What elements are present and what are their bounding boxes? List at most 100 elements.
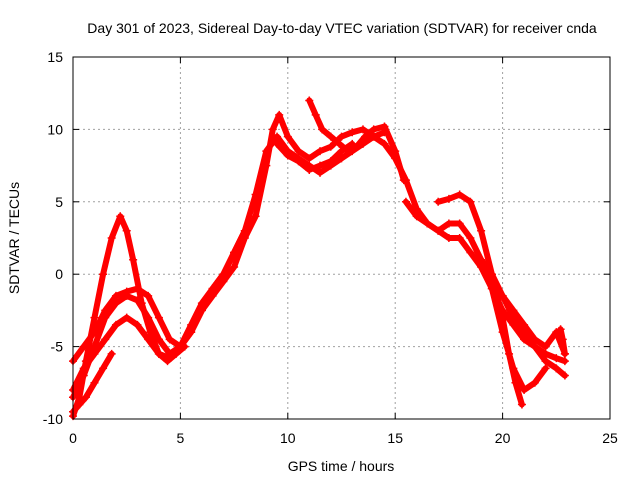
data-point xyxy=(335,139,344,148)
data-point xyxy=(369,125,378,134)
data-point xyxy=(455,219,464,228)
data-point xyxy=(122,313,131,322)
data-point xyxy=(154,349,163,358)
grid-layer xyxy=(73,57,610,419)
data-point xyxy=(305,96,314,105)
data-point xyxy=(251,190,260,199)
data-point xyxy=(558,335,567,344)
x-tick-label: 5 xyxy=(177,430,185,446)
data-point xyxy=(477,226,486,235)
data-point xyxy=(316,168,325,177)
data-point xyxy=(75,400,84,409)
data-point xyxy=(505,349,514,358)
data-point xyxy=(358,125,367,134)
data-point xyxy=(273,132,282,141)
data-point xyxy=(283,132,292,141)
data-point xyxy=(305,165,314,174)
series-arc-5 xyxy=(70,350,115,415)
data-point xyxy=(423,219,432,228)
data-point xyxy=(444,234,453,242)
data-point xyxy=(176,342,185,351)
data-point xyxy=(318,125,327,134)
data-point xyxy=(541,357,550,366)
data-point xyxy=(79,364,88,373)
data-point xyxy=(107,349,116,358)
x-tick-label: 25 xyxy=(602,430,618,446)
data-point xyxy=(316,147,325,156)
y-tick-label: -5 xyxy=(51,339,64,355)
data-point xyxy=(552,364,561,373)
series-arc-8 xyxy=(402,198,549,393)
y-tick-label: -10 xyxy=(43,411,63,427)
data-point xyxy=(337,154,346,163)
x-tick-label: 0 xyxy=(69,430,77,446)
data-point xyxy=(498,291,507,300)
tick-layer xyxy=(72,56,611,420)
data-point xyxy=(541,364,550,373)
data-point xyxy=(219,270,228,279)
data-point xyxy=(380,122,389,131)
y-tick-label: 0 xyxy=(55,266,63,282)
data-point xyxy=(187,320,196,329)
data-point xyxy=(337,132,346,141)
data-point xyxy=(311,110,320,119)
data-point xyxy=(487,270,496,279)
data-point xyxy=(326,142,335,151)
data-point xyxy=(412,212,421,221)
data-point xyxy=(326,132,335,141)
series-arc-6 xyxy=(274,140,356,173)
data-point xyxy=(556,325,565,334)
data-point xyxy=(369,132,378,141)
data-point xyxy=(99,364,108,373)
data-point xyxy=(401,197,410,206)
data-point xyxy=(294,157,303,166)
data-point xyxy=(541,342,550,351)
data-point xyxy=(434,226,443,235)
data-point xyxy=(116,212,125,221)
data-point xyxy=(466,248,475,257)
data-point xyxy=(509,306,518,315)
chart-title: Day 301 of 2023, Sidereal Day-to-day VTE… xyxy=(87,20,597,36)
data-point xyxy=(122,226,131,235)
data-point xyxy=(361,132,370,141)
data-point xyxy=(352,142,361,151)
data-point xyxy=(111,291,120,300)
data-point xyxy=(283,151,292,160)
data-point xyxy=(517,400,526,409)
data-point xyxy=(230,262,239,271)
y-tick-label: 15 xyxy=(47,49,63,65)
data-point xyxy=(511,378,520,387)
data-point xyxy=(275,110,284,119)
data-point xyxy=(498,313,507,322)
tick-label-layer: 0 5 10 15 20 25 -10 -5 0 5 10 15 xyxy=(43,49,618,446)
data-point xyxy=(154,313,163,322)
y-tick-label: 5 xyxy=(55,194,63,210)
data-point xyxy=(434,197,443,206)
series-arc-9 xyxy=(435,191,525,408)
data-point xyxy=(101,313,110,322)
data-point xyxy=(262,147,271,156)
data-point xyxy=(122,291,131,300)
data-point xyxy=(137,299,146,308)
data-point xyxy=(273,139,282,148)
data-point xyxy=(251,212,260,221)
data-point xyxy=(90,313,99,322)
data-point xyxy=(316,161,325,170)
x-tick-label: 10 xyxy=(280,430,296,446)
data-point xyxy=(144,335,153,344)
data-point xyxy=(144,291,153,300)
x-tick-label: 20 xyxy=(495,430,511,446)
data-point xyxy=(348,128,357,137)
data-point xyxy=(391,147,400,156)
data-point xyxy=(90,349,99,358)
data-point xyxy=(165,335,174,344)
data-point xyxy=(560,349,569,358)
data-point xyxy=(305,154,314,163)
data-point xyxy=(477,255,486,264)
data-point xyxy=(107,234,116,242)
data-point xyxy=(294,147,303,156)
data-point xyxy=(111,299,120,308)
data-point xyxy=(230,248,239,257)
data-point xyxy=(466,197,475,206)
